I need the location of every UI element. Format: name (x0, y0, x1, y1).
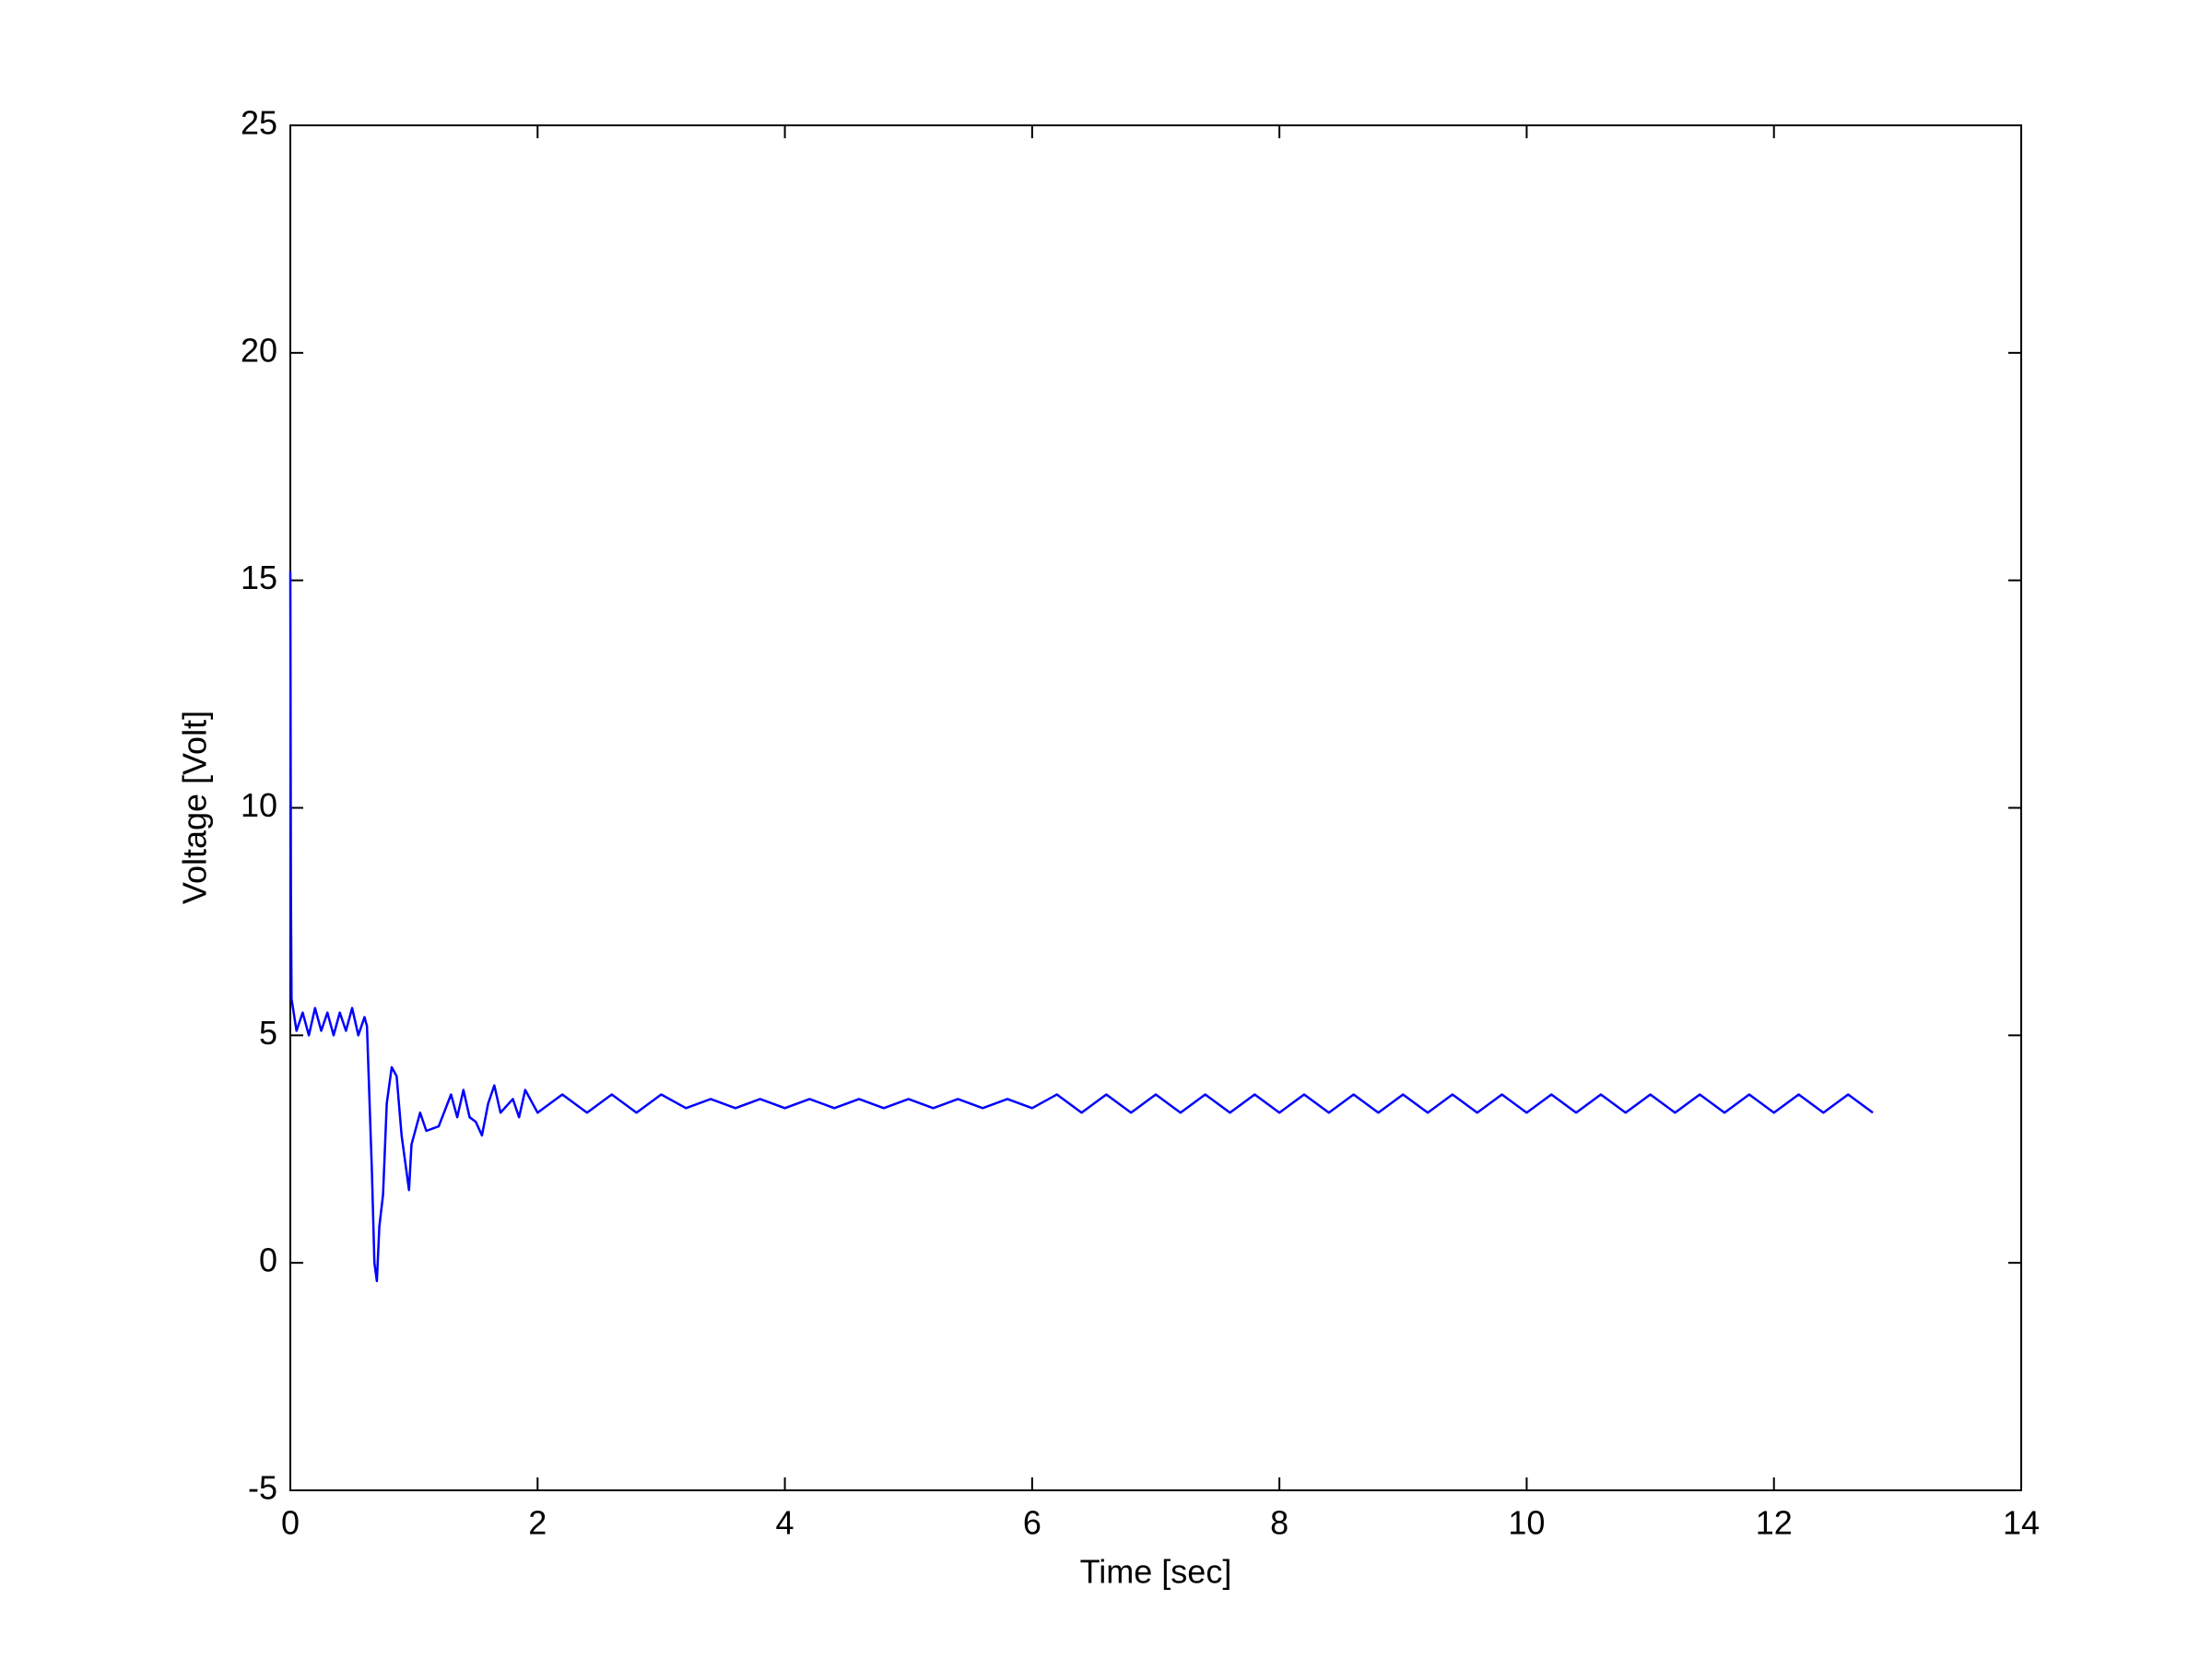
y-tick-label: 20 (241, 331, 277, 369)
x-axis-label: Time [sec] (1080, 1553, 1232, 1591)
y-tick-label: 0 (259, 1241, 277, 1279)
y-tick-label: 25 (241, 104, 277, 142)
y-tick-label: -5 (248, 1469, 277, 1507)
x-tick-label: 14 (2003, 1504, 2040, 1542)
y-tick-label: 5 (259, 1014, 277, 1052)
x-tick-label: 0 (281, 1504, 300, 1542)
data-line (288, 571, 1874, 1283)
y-tick-label: 10 (241, 786, 277, 824)
x-tick-label: 6 (1023, 1504, 1041, 1542)
x-tick-label: 10 (1508, 1504, 1545, 1542)
x-tick-label: 4 (776, 1504, 794, 1542)
x-tick-label: 12 (1756, 1504, 1793, 1542)
x-tick-label: 2 (528, 1504, 547, 1542)
plot-box (289, 124, 2022, 1491)
y-tick-label: 15 (241, 559, 277, 596)
y-axis-label: Voltage [Volt] (176, 711, 214, 904)
x-tick-label: 8 (1270, 1504, 1288, 1542)
